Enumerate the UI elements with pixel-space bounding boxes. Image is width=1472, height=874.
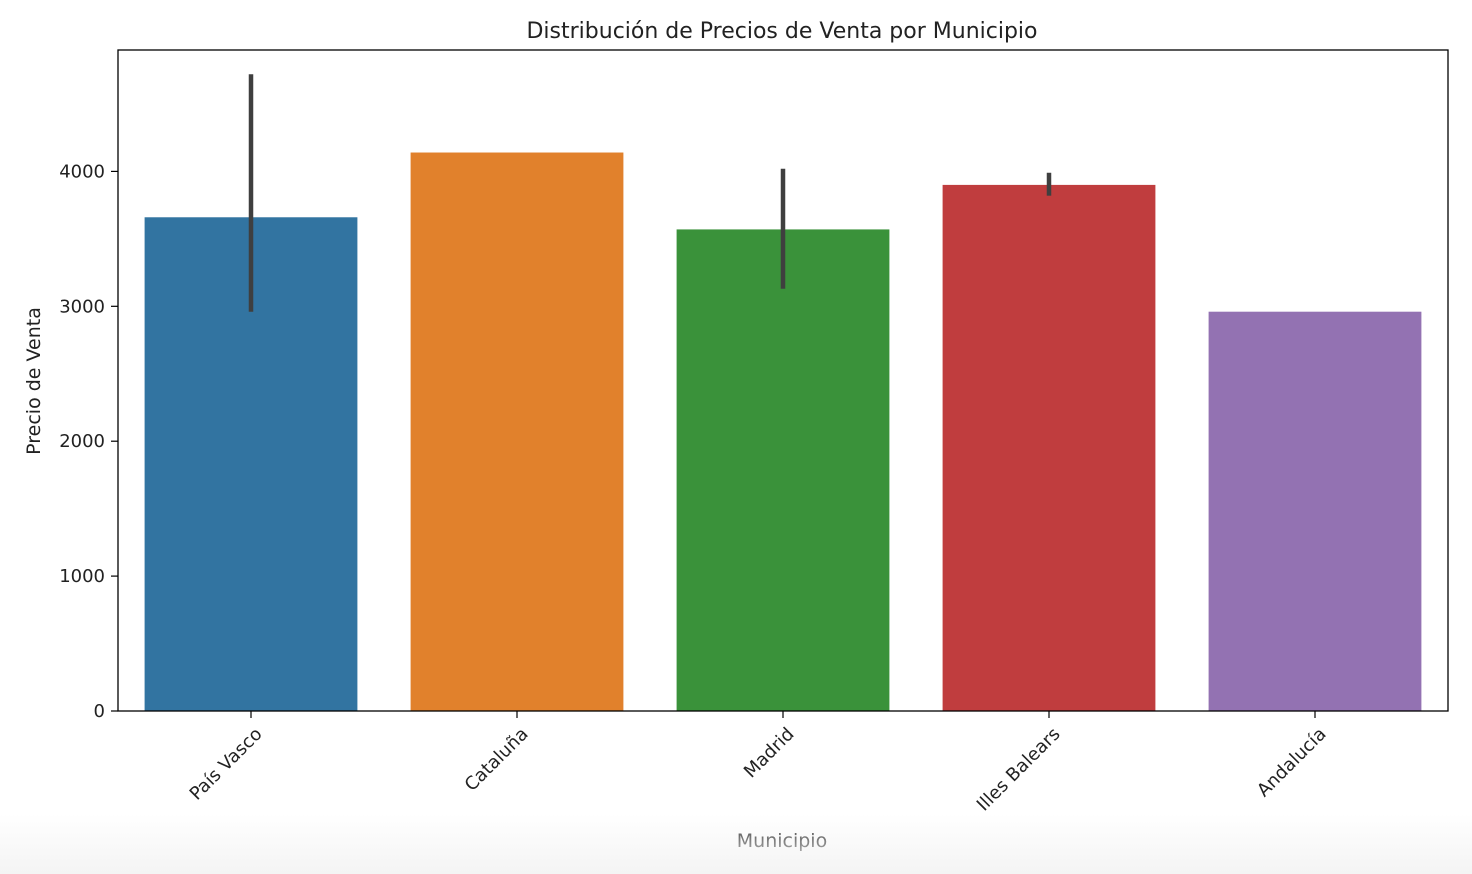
x-tick-label-1: Cataluña [461,724,533,796]
bar-4 [1208,311,1422,711]
x-axis: País Vasco Cataluña Madrid Illes Balears And… [186,711,1331,815]
bar-2 [676,229,890,711]
bars-layer [144,152,1422,712]
x-tick-label-4: Andalucía [1253,724,1330,801]
chart-title: Distribución de Precios de Venta por Mun… [526,19,1037,44]
bar-3 [942,184,1156,712]
x-axis-label: Municipio [737,830,827,852]
y-tick-label-1: 1000 [59,566,105,587]
y-tick-label-2: 2000 [59,431,105,452]
x-tick-label-0: País Vasco [186,724,267,805]
y-axis: 0 1000 2000 3000 4000 [59,161,118,722]
y-tick-label-0: 0 [94,701,105,722]
x-tick-label-3: Illes Balears [973,724,1065,816]
y-tick-label-4: 4000 [59,161,105,182]
y-axis-label: Precio de Venta [23,307,45,455]
error-bars-layer [248,74,1052,312]
x-tick-label-2: Madrid [740,724,799,783]
y-tick-label-3: 3000 [59,296,105,317]
bar-1 [410,152,624,711]
